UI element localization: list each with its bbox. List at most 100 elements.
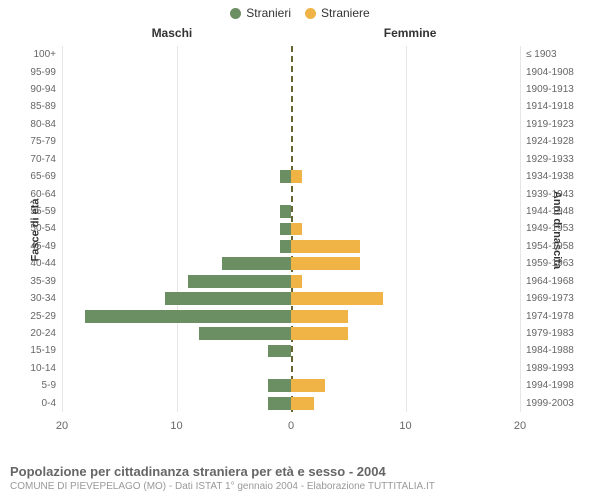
birth-year-label: 1974-1978 bbox=[520, 311, 588, 322]
left-side-title: Maschi bbox=[152, 26, 193, 40]
caption-sub: COMUNE DI PIEVEPELAGO (MO) - Dati ISTAT … bbox=[10, 481, 590, 492]
age-label: 50-54 bbox=[16, 223, 62, 234]
pyramid-row: 45-491954-1958 bbox=[62, 238, 520, 255]
chart-area: Fasce di età Anni di nascita Maschi Femm… bbox=[0, 20, 600, 440]
birth-year-label: 1939-1943 bbox=[520, 189, 588, 200]
bar-male bbox=[268, 345, 291, 358]
bar-female bbox=[291, 310, 348, 323]
age-label: 10-14 bbox=[16, 363, 62, 374]
pyramid-row: 55-591944-1948 bbox=[62, 203, 520, 220]
pyramid-row: 20-241979-1983 bbox=[62, 325, 520, 342]
birth-year-label: 1944-1948 bbox=[520, 206, 588, 217]
bar-female bbox=[291, 292, 383, 305]
pyramid-row: 5-91994-1998 bbox=[62, 377, 520, 394]
bar-male bbox=[188, 275, 291, 288]
x-tick-label: 10 bbox=[170, 420, 182, 432]
bar-female bbox=[291, 397, 314, 410]
pyramid-row: 100+≤ 1903 bbox=[62, 46, 520, 63]
age-label: 0-4 bbox=[16, 398, 62, 409]
pyramid-row: 65-691934-1938 bbox=[62, 168, 520, 185]
age-label: 5-9 bbox=[16, 380, 62, 391]
pyramid-row: 75-791924-1928 bbox=[62, 133, 520, 150]
caption: Popolazione per cittadinanza straniera p… bbox=[10, 464, 590, 492]
legend: Stranieri Straniere bbox=[0, 0, 600, 20]
bar-female bbox=[291, 379, 325, 392]
bar-male bbox=[280, 170, 291, 183]
x-tick-label: 20 bbox=[514, 420, 526, 432]
birth-year-label: 1964-1968 bbox=[520, 276, 588, 287]
birth-year-label: 1904-1908 bbox=[520, 67, 588, 78]
pyramid-row: 90-941909-1913 bbox=[62, 81, 520, 98]
plot-region: Maschi Femmine 201001020100+≤ 190395-991… bbox=[62, 46, 520, 412]
age-label: 55-59 bbox=[16, 206, 62, 217]
age-label: 65-69 bbox=[16, 171, 62, 182]
age-label: 100+ bbox=[16, 49, 62, 60]
birth-year-label: 1914-1918 bbox=[520, 101, 588, 112]
birth-year-label: 1919-1923 bbox=[520, 119, 588, 130]
pyramid-row: 70-741929-1933 bbox=[62, 151, 520, 168]
pyramid-row: 35-391964-1968 bbox=[62, 273, 520, 290]
age-label: 15-19 bbox=[16, 345, 62, 356]
birth-year-label: 1909-1913 bbox=[520, 84, 588, 95]
pyramid-row: 40-441959-1963 bbox=[62, 255, 520, 272]
birth-year-label: 1994-1998 bbox=[520, 380, 588, 391]
birth-year-label: 1989-1993 bbox=[520, 363, 588, 374]
pyramid-row: 95-991904-1908 bbox=[62, 63, 520, 80]
age-label: 25-29 bbox=[16, 311, 62, 322]
bar-female bbox=[291, 240, 360, 253]
birth-year-label: ≤ 1903 bbox=[520, 49, 588, 60]
bar-female bbox=[291, 223, 302, 236]
pyramid-row: 50-541949-1953 bbox=[62, 220, 520, 237]
birth-year-label: 1984-1988 bbox=[520, 345, 588, 356]
age-label: 70-74 bbox=[16, 154, 62, 165]
bar-female bbox=[291, 257, 360, 270]
bar-male bbox=[268, 379, 291, 392]
age-label: 45-49 bbox=[16, 241, 62, 252]
bar-male bbox=[85, 310, 291, 323]
birth-year-label: 1934-1938 bbox=[520, 171, 588, 182]
x-tick-label: 0 bbox=[288, 420, 294, 432]
age-label: 30-34 bbox=[16, 293, 62, 304]
legend-label-male: Stranieri bbox=[246, 6, 291, 20]
pyramid-row: 85-891914-1918 bbox=[62, 98, 520, 115]
age-label: 80-84 bbox=[16, 119, 62, 130]
bar-male bbox=[165, 292, 291, 305]
bar-female bbox=[291, 170, 302, 183]
bar-male bbox=[280, 240, 291, 253]
birth-year-label: 1949-1953 bbox=[520, 223, 588, 234]
x-tick-label: 10 bbox=[399, 420, 411, 432]
x-tick-label: 20 bbox=[56, 420, 68, 432]
age-label: 60-64 bbox=[16, 189, 62, 200]
age-label: 90-94 bbox=[16, 84, 62, 95]
birth-year-label: 1959-1963 bbox=[520, 258, 588, 269]
legend-item-male: Stranieri bbox=[230, 6, 291, 20]
age-label: 20-24 bbox=[16, 328, 62, 339]
caption-title: Popolazione per cittadinanza straniera p… bbox=[10, 464, 590, 479]
pyramid-row: 0-41999-2003 bbox=[62, 395, 520, 412]
bar-female bbox=[291, 327, 348, 340]
birth-year-label: 1999-2003 bbox=[520, 398, 588, 409]
age-label: 95-99 bbox=[16, 67, 62, 78]
birth-year-label: 1979-1983 bbox=[520, 328, 588, 339]
legend-item-female: Straniere bbox=[305, 6, 370, 20]
pyramid-row: 10-141989-1993 bbox=[62, 360, 520, 377]
pyramid-row: 30-341969-1973 bbox=[62, 290, 520, 307]
bar-female bbox=[291, 275, 302, 288]
birth-year-label: 1929-1933 bbox=[520, 154, 588, 165]
bar-male bbox=[280, 205, 291, 218]
age-label: 85-89 bbox=[16, 101, 62, 112]
age-label: 75-79 bbox=[16, 136, 62, 147]
age-label: 40-44 bbox=[16, 258, 62, 269]
legend-label-female: Straniere bbox=[321, 6, 370, 20]
bar-male bbox=[199, 327, 291, 340]
birth-year-label: 1954-1958 bbox=[520, 241, 588, 252]
bar-male bbox=[268, 397, 291, 410]
bar-male bbox=[280, 223, 291, 236]
pyramid-row: 25-291974-1978 bbox=[62, 307, 520, 324]
right-side-title: Femmine bbox=[384, 26, 437, 40]
legend-swatch-male bbox=[230, 8, 241, 19]
legend-swatch-female bbox=[305, 8, 316, 19]
birth-year-label: 1924-1928 bbox=[520, 136, 588, 147]
birth-year-label: 1969-1973 bbox=[520, 293, 588, 304]
pyramid-row: 80-841919-1923 bbox=[62, 116, 520, 133]
